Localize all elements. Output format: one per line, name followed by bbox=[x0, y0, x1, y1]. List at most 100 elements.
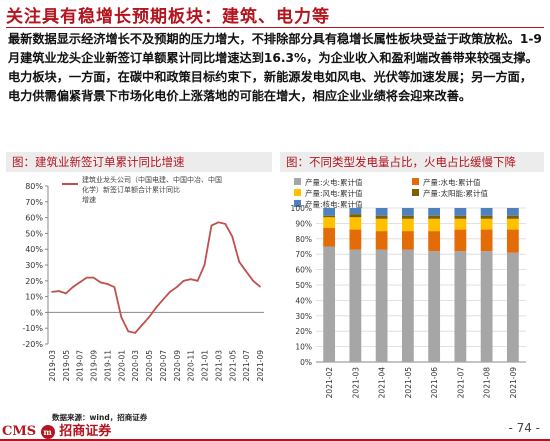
data-point bbox=[245, 270, 247, 273]
y-tick-label: 40% bbox=[295, 296, 312, 305]
legend-label-line: 增速 bbox=[82, 195, 96, 204]
y-tick-label: 100% bbox=[291, 204, 312, 213]
data-point bbox=[252, 280, 254, 282]
page-title: 关注具有稳增长预期板块：建筑、电力等 bbox=[6, 7, 330, 27]
x-tick-label: 2021-03 bbox=[351, 367, 360, 399]
x-tick-label: 2021-08 bbox=[483, 367, 492, 399]
data-point bbox=[92, 276, 95, 279]
legend-swatch bbox=[294, 189, 301, 196]
legend-swatch bbox=[412, 189, 419, 196]
data-point bbox=[127, 330, 130, 333]
x-tick-label: 2021-04 bbox=[378, 367, 387, 399]
bar-segment bbox=[375, 208, 388, 216]
x-tick-label: 2020-03 bbox=[131, 350, 140, 382]
bar-segment bbox=[428, 251, 441, 362]
legend-swatch bbox=[294, 178, 301, 185]
y-tick-label: 30% bbox=[25, 261, 43, 270]
page-number: - 74 - bbox=[508, 421, 540, 435]
y-tick-label: 20% bbox=[25, 277, 43, 286]
data-point bbox=[134, 332, 136, 334]
bar-segment bbox=[323, 228, 336, 247]
bar-segment bbox=[349, 208, 362, 215]
x-tick-label: 2019-07 bbox=[76, 350, 85, 382]
x-tick-label: 2021-02 bbox=[325, 367, 334, 399]
data-point bbox=[65, 292, 67, 295]
data-point bbox=[113, 286, 116, 288]
y-tick-label: 80% bbox=[295, 235, 312, 244]
bar-segment bbox=[454, 229, 467, 252]
x-tick-label: 2020-05 bbox=[145, 350, 154, 382]
data-point bbox=[155, 306, 157, 309]
data-point bbox=[58, 290, 60, 292]
data-point bbox=[51, 291, 53, 293]
x-tick-label: 2020-01 bbox=[117, 350, 126, 382]
bar-segment bbox=[506, 229, 519, 253]
legend-label: 产量:核电:累计值 bbox=[305, 199, 363, 209]
bar-segment bbox=[349, 214, 362, 218]
data-point bbox=[182, 280, 185, 282]
y-tick-label: 70% bbox=[295, 250, 312, 259]
title-divider bbox=[6, 27, 544, 28]
data-point bbox=[203, 264, 206, 266]
bar-segment bbox=[480, 218, 493, 230]
bar-segment bbox=[454, 251, 467, 362]
bar-segment bbox=[401, 218, 414, 232]
series-line bbox=[51, 221, 261, 334]
x-tick-label: 2021-09 bbox=[256, 350, 265, 382]
data-point bbox=[224, 223, 227, 225]
bar-segment bbox=[506, 252, 519, 362]
legend-label-line: 建筑业龙头公司（中国电建、中国中冶、中国 bbox=[82, 175, 222, 184]
y-tick-label: 60% bbox=[295, 266, 312, 275]
bar-segment bbox=[375, 231, 388, 250]
bar-segment bbox=[428, 218, 441, 232]
logo-cn: 招商证券 bbox=[59, 424, 112, 439]
bar-segment bbox=[506, 218, 519, 230]
x-tick-label: 2021-03 bbox=[214, 350, 223, 382]
bar-segment bbox=[323, 208, 336, 216]
y-tick-label: 50% bbox=[295, 281, 312, 290]
bar-segment bbox=[480, 251, 493, 362]
bar-segment bbox=[349, 249, 362, 362]
data-point bbox=[210, 224, 213, 227]
x-tick-label: 2021-09 bbox=[509, 367, 518, 399]
y-tick-label: 20% bbox=[295, 327, 312, 336]
y-tick-label: 80% bbox=[25, 182, 43, 191]
bar-segment bbox=[375, 249, 388, 362]
bar-segment bbox=[323, 246, 336, 362]
data-point bbox=[189, 278, 192, 281]
line-chart: -20% -10% 0% 10% 20% 30% 40% 50% 60% 70% 80% 2019-0… bbox=[22, 175, 265, 382]
data-point bbox=[106, 283, 109, 285]
bar-segment bbox=[506, 208, 519, 216]
x-tick-label: 2021-07 bbox=[456, 367, 465, 399]
data-point bbox=[99, 281, 102, 284]
bar-segment bbox=[428, 215, 441, 219]
data-point bbox=[196, 280, 199, 282]
data-point bbox=[162, 298, 164, 301]
y-tick-label: -20% bbox=[22, 340, 43, 349]
y-tick-label: 30% bbox=[295, 312, 312, 321]
legend-label: 产量:水电:累计值 bbox=[423, 177, 481, 187]
legend-label: 产量:火电:累计值 bbox=[305, 177, 363, 187]
y-tick-label: 0% bbox=[30, 308, 43, 317]
y-tick-label: 10% bbox=[25, 293, 43, 302]
bar-segment bbox=[323, 215, 336, 218]
bar-segment bbox=[480, 215, 493, 219]
x-tick-label: 2019-05 bbox=[62, 350, 71, 382]
x-tick-label: 2019-09 bbox=[90, 350, 99, 382]
logo-mark-icon: m bbox=[40, 424, 55, 439]
data-point bbox=[85, 276, 88, 279]
data-point bbox=[217, 221, 220, 224]
data-point bbox=[231, 235, 234, 238]
bar-segment bbox=[506, 215, 519, 219]
legend-label-line: 化学）新签订单额合计累计同比 bbox=[82, 185, 180, 194]
logo-text: CMS bbox=[2, 424, 37, 439]
left-chart-title: 图：建筑业新签订单累计同比增速 bbox=[6, 152, 272, 172]
x-tick-label: 2021-06 bbox=[430, 367, 439, 399]
right-chart-title: 图：不同类型发电量占比，火电占比缓慢下降 bbox=[280, 152, 544, 172]
company-logo: CMS m 招商证券 bbox=[2, 420, 111, 439]
bar-segment bbox=[480, 208, 493, 216]
bar-segment bbox=[428, 231, 441, 252]
y-tick-label: 0% bbox=[300, 358, 312, 367]
source-note: 数据来源：wind，招商证券 bbox=[52, 413, 148, 422]
data-point bbox=[238, 261, 240, 263]
